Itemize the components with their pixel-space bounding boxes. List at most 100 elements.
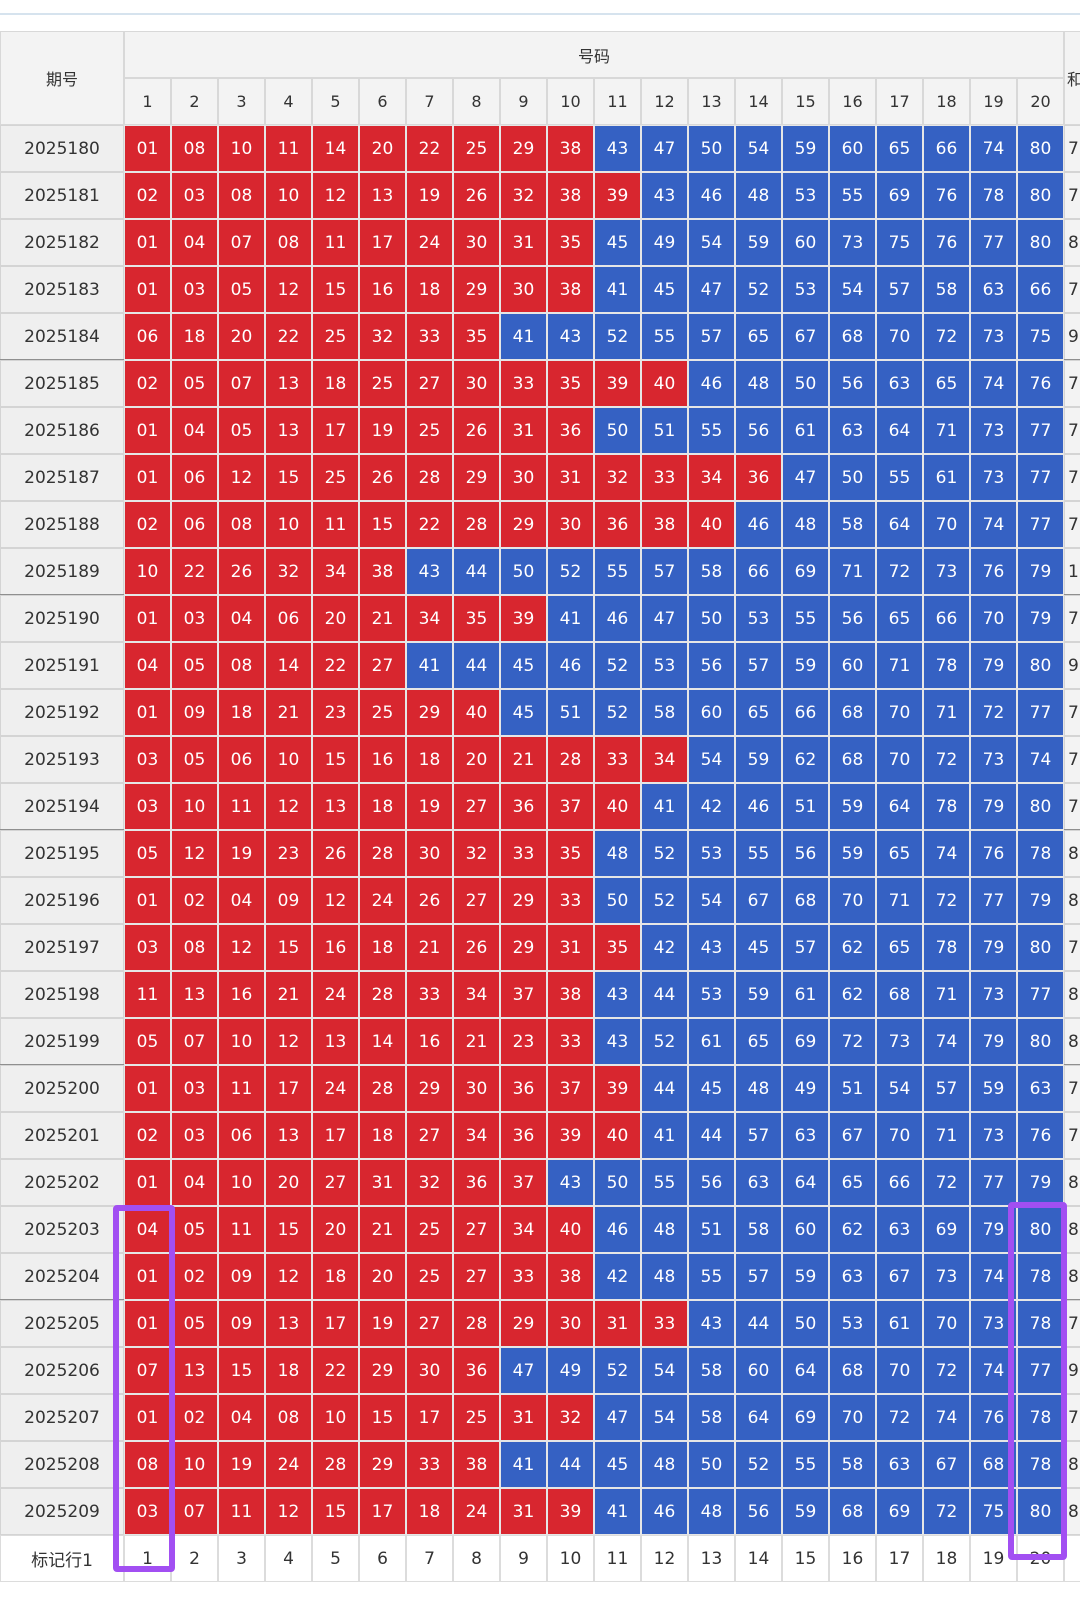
number-cell: 47	[641, 595, 688, 642]
number-cell: 36	[547, 407, 594, 454]
number-cell: 69	[782, 1018, 829, 1065]
number-cell: 01	[124, 689, 171, 736]
footer-cell: 12	[641, 1535, 688, 1582]
number-cell: 56	[782, 830, 829, 877]
number-cell: 11	[218, 1065, 265, 1112]
number-cell: 02	[124, 1112, 171, 1159]
number-cell: 70	[829, 1394, 876, 1441]
number-cell: 43	[688, 924, 735, 971]
number-cell: 30	[406, 830, 453, 877]
number-cell: 02	[124, 501, 171, 548]
number-cell: 59	[970, 1065, 1017, 1112]
number-cell: 02	[171, 877, 218, 924]
number-cell: 06	[171, 454, 218, 501]
number-cell: 62	[829, 1206, 876, 1253]
number-cell: 28	[453, 1300, 500, 1347]
column-header: 16	[829, 78, 876, 125]
number-cell: 20	[265, 1159, 312, 1206]
number-cell: 30	[500, 454, 547, 501]
number-cell: 53	[641, 642, 688, 689]
number-cell: 31	[500, 1488, 547, 1535]
footer-cell: 5	[312, 1535, 359, 1582]
number-cell: 24	[265, 1441, 312, 1488]
number-cell: 50	[500, 548, 547, 595]
number-cell: 22	[312, 1347, 359, 1394]
number-cell: 30	[453, 1065, 500, 1112]
number-cell: 21	[265, 689, 312, 736]
number-cell: 25	[406, 1206, 453, 1253]
number-cell: 31	[500, 1394, 547, 1441]
number-cell: 58	[688, 1394, 735, 1441]
number-cell: 51	[688, 1206, 735, 1253]
number-cell: 17	[359, 1488, 406, 1535]
number-cell: 66	[1017, 266, 1064, 313]
number-cell: 71	[876, 642, 923, 689]
sum-cell: 9	[1064, 313, 1080, 360]
number-cell: 38	[547, 172, 594, 219]
number-cell: 28	[453, 501, 500, 548]
number-cell: 57	[876, 266, 923, 313]
number-cell: 13	[265, 1300, 312, 1347]
number-cell: 11	[312, 501, 359, 548]
numbers-header: 号码	[124, 31, 1064, 78]
column-header: 18	[923, 78, 970, 125]
number-cell: 47	[500, 1347, 547, 1394]
number-cell: 39	[594, 172, 641, 219]
number-cell: 24	[406, 219, 453, 266]
number-cell: 55	[641, 313, 688, 360]
number-cell: 43	[594, 971, 641, 1018]
number-cell: 79	[970, 783, 1017, 830]
number-cell: 43	[641, 172, 688, 219]
period-cell: 2025188	[0, 501, 124, 548]
number-cell: 69	[876, 172, 923, 219]
period-cell: 2025182	[0, 219, 124, 266]
number-cell: 68	[829, 1488, 876, 1535]
number-cell: 32	[406, 1159, 453, 1206]
number-cell: 47	[782, 454, 829, 501]
number-cell: 27	[453, 1253, 500, 1300]
number-cell: 01	[124, 1253, 171, 1300]
number-cell: 55	[876, 454, 923, 501]
footer-cell: 9	[500, 1535, 547, 1582]
number-cell: 70	[876, 736, 923, 783]
number-cell: 36	[500, 1065, 547, 1112]
number-cell: 77	[970, 219, 1017, 266]
number-cell: 28	[312, 1441, 359, 1488]
number-cell: 66	[782, 689, 829, 736]
number-cell: 73	[970, 736, 1017, 783]
number-cell: 64	[782, 1347, 829, 1394]
period-cell: 2025198	[0, 971, 124, 1018]
number-cell: 62	[782, 736, 829, 783]
number-cell: 20	[359, 1253, 406, 1300]
number-cell: 44	[735, 1300, 782, 1347]
number-cell: 26	[218, 548, 265, 595]
number-cell: 74	[923, 1394, 970, 1441]
number-cell: 29	[359, 1441, 406, 1488]
period-cell: 2025208	[0, 1441, 124, 1488]
number-cell: 50	[782, 1300, 829, 1347]
number-cell: 21	[359, 595, 406, 642]
sum-cell: 7	[1064, 501, 1080, 548]
column-header: 17	[876, 78, 923, 125]
period-cell: 2025200	[0, 1065, 124, 1112]
period-cell: 2025180	[0, 125, 124, 172]
sum-cell: 7	[1064, 125, 1080, 172]
number-cell: 27	[359, 642, 406, 689]
period-cell: 2025203	[0, 1206, 124, 1253]
number-cell: 45	[594, 1441, 641, 1488]
number-cell: 47	[594, 1394, 641, 1441]
number-cell: 63	[1017, 1065, 1064, 1112]
number-cell: 08	[218, 642, 265, 689]
footer-cell: 18	[923, 1535, 970, 1582]
number-cell: 65	[735, 313, 782, 360]
number-cell: 20	[453, 736, 500, 783]
number-cell: 73	[970, 313, 1017, 360]
number-cell: 42	[641, 924, 688, 971]
number-cell: 72	[923, 313, 970, 360]
number-cell: 56	[829, 360, 876, 407]
sum-cell: 1	[1064, 548, 1080, 595]
number-cell: 78	[923, 783, 970, 830]
number-cell: 17	[312, 1300, 359, 1347]
number-cell: 44	[688, 1112, 735, 1159]
number-cell: 08	[218, 172, 265, 219]
